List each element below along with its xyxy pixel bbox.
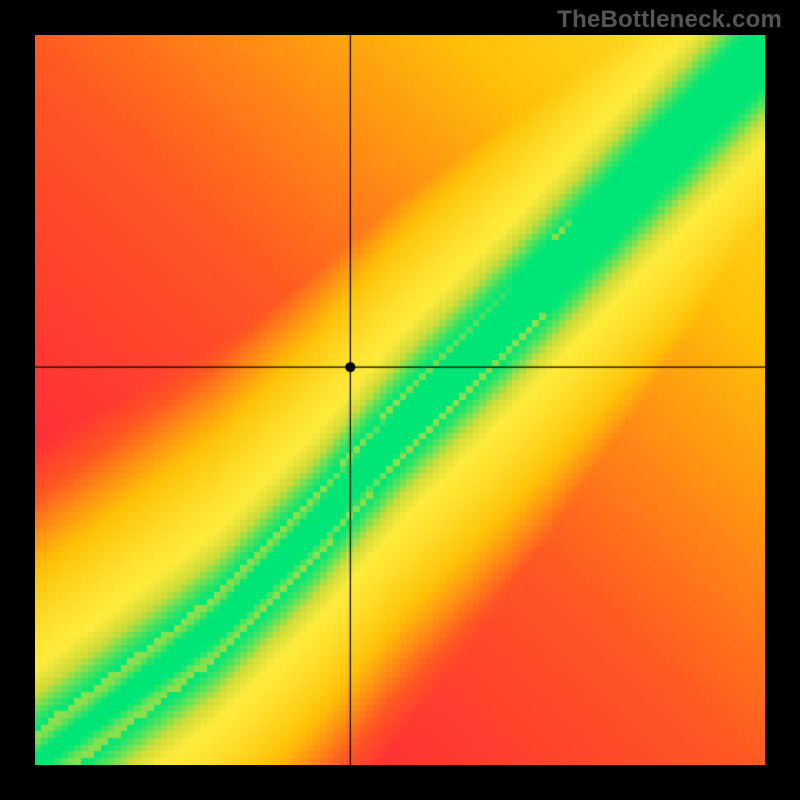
chart-container: TheBottleneck.com <box>0 0 800 800</box>
watermark-text: TheBottleneck.com <box>557 6 782 34</box>
bottleneck-heatmap <box>35 35 765 765</box>
